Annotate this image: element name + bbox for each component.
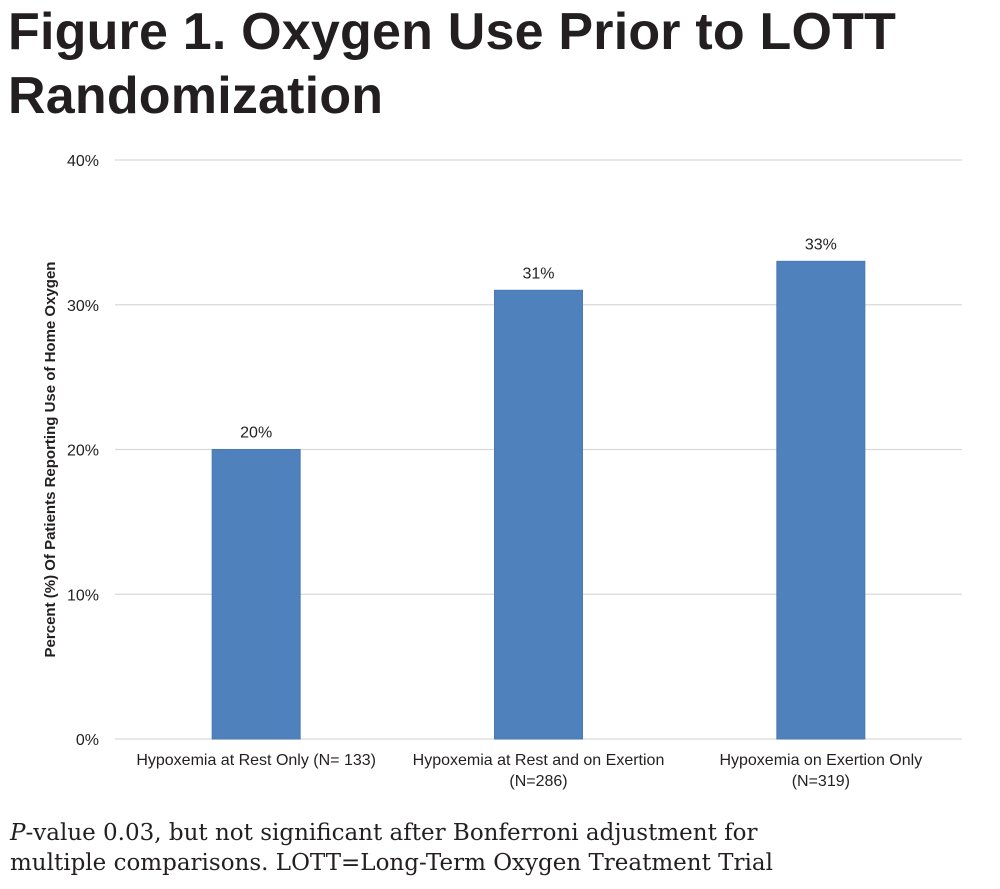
x-category-label: Hypoxemia at Rest Only (N= 133): [136, 752, 376, 769]
data-label: 33%: [805, 236, 837, 253]
x-category-label: (N=319): [792, 773, 850, 790]
data-labels: 20% 31% 33%: [240, 236, 837, 441]
y-tick-label: 0%: [76, 732, 99, 749]
footnote-p-symbol: P: [10, 820, 26, 846]
y-tick-label: 10%: [67, 587, 99, 604]
x-category-label: Hypoxemia on Exertion Only: [719, 752, 922, 769]
footnote: P-value 0.03, but not significant after …: [10, 818, 990, 878]
footnote-line-2: multiple comparisons. LOTT=Long-Term Oxy…: [10, 850, 773, 876]
figure-title: Figure 1. Oxygen Use Prior to LOTT Rando…: [8, 3, 897, 125]
data-label: 20%: [240, 425, 272, 442]
y-axis-ticks: 0% 10% 20% 30% 40%: [67, 153, 99, 749]
x-category-label: (N=286): [509, 773, 567, 790]
x-category-label: Hypoxemia at Rest and on Exertion: [413, 752, 665, 769]
bar: [211, 449, 301, 740]
data-label: 31%: [522, 265, 554, 282]
bars: [211, 260, 866, 740]
y-tick-label: 40%: [67, 153, 99, 170]
bar: [776, 260, 866, 740]
bar-chart: 0% 10% 20% 30% 40% 20% 31% 33% Hypoxemia at Re…: [0, 140, 1000, 800]
bar: [494, 289, 583, 740]
y-tick-label: 30%: [67, 298, 99, 315]
chart-canvas: 0% 10% 20% 30% 40% 20% 31% 33% Hypoxemia at Re…: [42, 153, 962, 790]
y-axis-label: Percent (%) Of Patients Reporting Use of…: [42, 262, 59, 658]
x-axis-categories: Hypoxemia at Rest Only (N= 133) Hypoxemia…: [136, 752, 922, 790]
y-tick-label: 20%: [67, 443, 99, 460]
footnote-line-1: -value 0.03, but not significant after B…: [25, 820, 758, 846]
